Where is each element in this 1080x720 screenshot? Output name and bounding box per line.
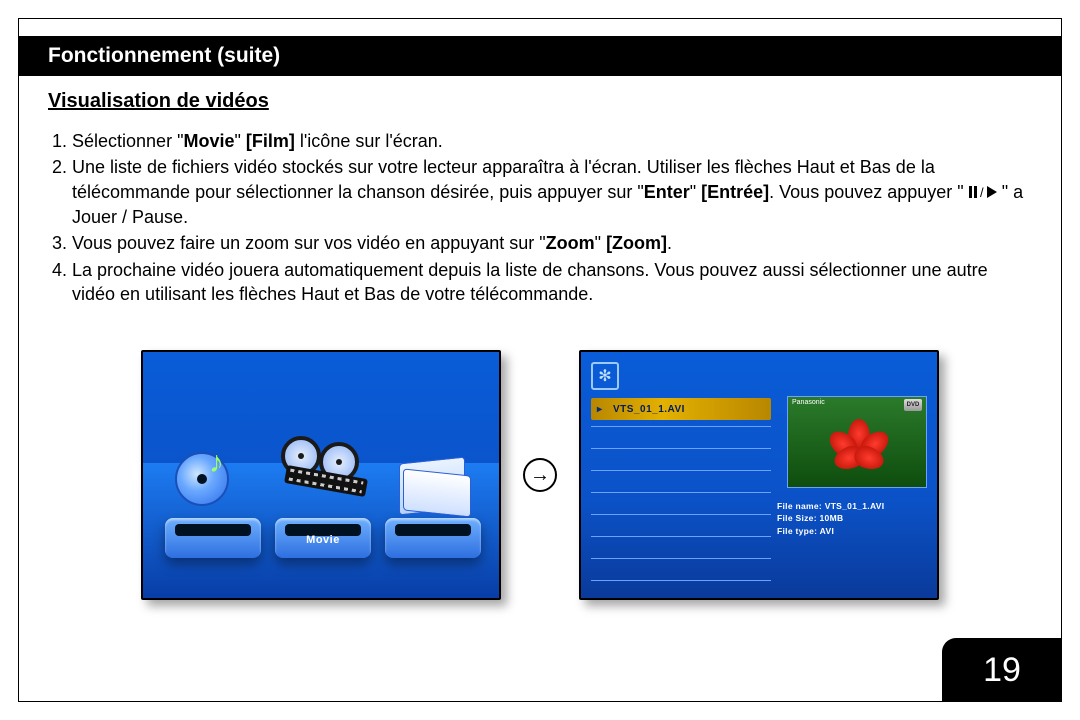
divider — [591, 492, 771, 493]
content-area: Visualisation de vidéos Sélectionner "Mo… — [48, 90, 1032, 308]
step-4: La prochaine vidéo jouera automatiquemen… — [72, 258, 1032, 307]
screenshot-filelist: ✻ VTS_01_1.AVI Panasonic DVD File name: … — [579, 350, 939, 600]
thumb-dvd-badge: DVD — [904, 399, 922, 411]
page-number-tab: 19 — [942, 638, 1062, 702]
file-metadata: File name: VTS_01_1.AVI File Size: 10MB … — [777, 500, 927, 537]
video-thumbnail: Panasonic DVD — [787, 396, 927, 488]
folder-icon — [399, 460, 465, 512]
meta-value: 10MB — [820, 513, 844, 523]
meta-label: File type: — [777, 526, 817, 536]
note-icon: ♪ — [209, 446, 224, 480]
step-1: Sélectionner "Movie" [Film] l'icône sur … — [72, 129, 1032, 153]
movie-mode-icon: ✻ — [591, 362, 619, 390]
music-icon: ♪ — [173, 446, 243, 516]
screenshot-menu: ♪ Movie — [141, 350, 501, 600]
step-2: Une liste de fichiers vidéo stockés sur … — [72, 155, 1032, 229]
divider — [591, 426, 771, 427]
flower-graphic — [832, 419, 886, 473]
menu-slot-files — [385, 518, 481, 558]
section-title: Visualisation de vidéos — [48, 90, 1032, 113]
text: " — [690, 182, 701, 202]
thumb-brand: Panasonic — [792, 399, 825, 406]
text: l'icône sur l'écran. — [295, 131, 443, 151]
meta-label: File Size: — [777, 513, 817, 523]
svg-text:/: / — [980, 185, 984, 199]
play-pause-icon: / — [969, 181, 997, 205]
divider — [591, 470, 771, 471]
slot-label: Movie — [275, 534, 371, 546]
header-title: Fonctionnement (suite) — [48, 44, 280, 68]
divider — [591, 536, 771, 537]
text: Vous pouvez faire un zoom sur vos vidéo … — [72, 233, 546, 253]
step-3: Vous pouvez faire un zoom sur vos vidéo … — [72, 231, 1032, 255]
divider — [591, 448, 771, 449]
meta-label: File name: — [777, 501, 822, 511]
divider — [591, 514, 771, 515]
bold-text: [Entrée] — [701, 182, 769, 202]
divider — [591, 580, 771, 581]
menu-slot-movie: Movie — [275, 518, 371, 558]
meta-value: AVI — [820, 526, 834, 536]
page-number: 19 — [983, 651, 1021, 690]
file-row-selected: VTS_01_1.AVI — [591, 398, 771, 420]
text: . — [667, 233, 672, 253]
bold-text: Movie — [183, 131, 234, 151]
menu-slot-music — [165, 518, 261, 558]
bold-text: Zoom — [546, 233, 595, 253]
meta-value: VTS_01_1.AVI — [825, 501, 885, 511]
text: . Vous pouvez appuyer " — [769, 182, 969, 202]
movie-reel-icon — [281, 434, 371, 514]
text: " — [234, 131, 245, 151]
bold-text: [Zoom] — [606, 233, 667, 253]
file-name: VTS_01_1.AVI — [613, 404, 685, 415]
screenshots-row: ♪ Movie → ✻ VTS_01_1.AVI Panasonic DVD — [0, 350, 1080, 600]
divider — [591, 558, 771, 559]
header-bar: Fonctionnement (suite) — [18, 36, 1062, 76]
bold-text: [Film] — [246, 131, 295, 151]
text: " — [595, 233, 606, 253]
text: Sélectionner " — [72, 131, 183, 151]
bold-text: Enter — [644, 182, 690, 202]
arrow-right-icon: → — [523, 458, 557, 492]
steps-list: Sélectionner "Movie" [Film] l'icône sur … — [72, 129, 1032, 306]
